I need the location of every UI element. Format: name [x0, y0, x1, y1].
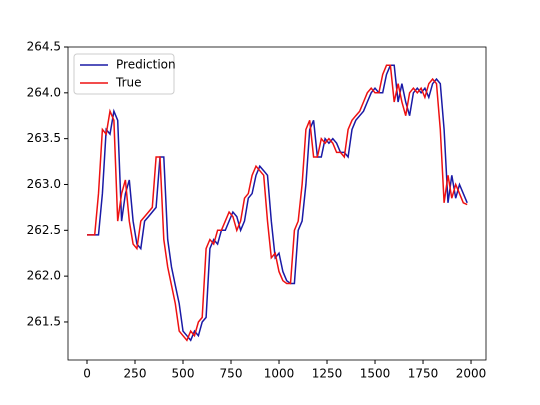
series-line: [87, 64, 468, 342]
legend-label: True: [115, 76, 142, 90]
x-tick-label: 2000: [456, 367, 487, 381]
x-tick-label: 1000: [264, 367, 295, 381]
y-tick-label: 264.0: [27, 85, 61, 99]
y-tick-label: 261.5: [27, 314, 61, 328]
x-tick-label: 0: [83, 367, 91, 381]
y-tick-label: 263.0: [27, 177, 61, 191]
x-tick-label: 1750: [408, 367, 439, 381]
legend-box: [73, 53, 175, 95]
y-tick-label: 262.0: [27, 269, 61, 283]
plot-frame: [67, 46, 487, 361]
y-tick-label: 263.5: [27, 131, 61, 145]
x-tick-label: 250: [124, 367, 147, 381]
y-tick-label: 264.5: [27, 40, 61, 54]
series-line: [87, 64, 468, 342]
x-tick-label: 750: [220, 367, 243, 381]
x-tick-label: 1250: [312, 367, 343, 381]
x-tick-label: 500: [172, 367, 195, 381]
legend-label: Prediction: [116, 58, 176, 72]
y-tick-label: 262.5: [27, 223, 61, 237]
x-tick-label: 1500: [360, 367, 391, 381]
